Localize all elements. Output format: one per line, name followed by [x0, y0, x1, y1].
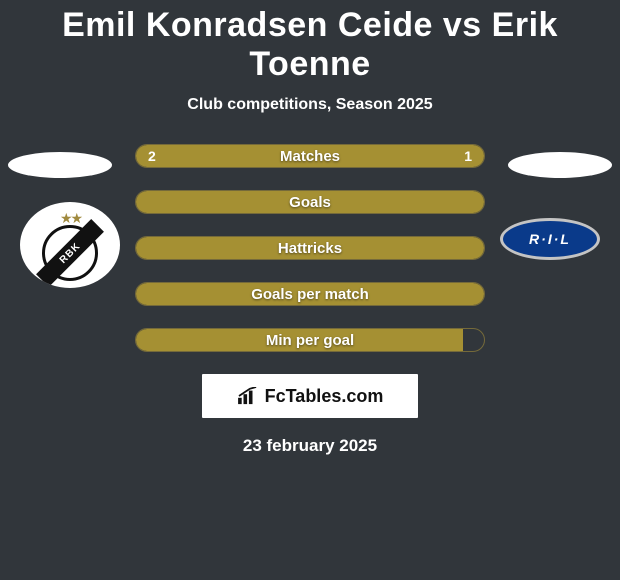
stat-row: Goals per match: [135, 282, 485, 306]
stat-value-right: 1: [464, 145, 472, 167]
source-logo: FcTables.com: [202, 374, 418, 418]
stat-row: Matches2 1: [135, 144, 485, 168]
stat-value-left: 2: [148, 145, 156, 167]
right-club-crest: R·I·L: [500, 218, 600, 260]
stat-bar-track: Matches2 1: [135, 144, 485, 168]
stat-bars: Matches2 1 Goals Hattricks Goals per match Mi…: [135, 144, 485, 352]
date-text: 23 february 2025: [0, 436, 620, 456]
stat-label: Matches: [136, 145, 484, 167]
stat-row: Goals: [135, 190, 485, 214]
stat-bar-track: Goals per match: [135, 282, 485, 306]
left-player-marker: [8, 152, 112, 178]
source-logo-text: FcTables.com: [265, 386, 384, 407]
stat-label: Goals per match: [136, 283, 484, 305]
chart-icon: [237, 387, 259, 405]
left-club-crest: ★ ★ RBK: [20, 202, 120, 288]
crest-stars-icon: ★ ★: [60, 210, 80, 227]
stat-label: Hattricks: [136, 237, 484, 259]
subtitle: Club competitions, Season 2025: [0, 96, 620, 114]
right-player-marker: [508, 152, 612, 178]
page-title: Emil Konradsen Ceide vs Erik Toenne: [0, 0, 620, 84]
stat-row: Hattricks: [135, 236, 485, 260]
rbk-badge: RBK: [42, 225, 98, 281]
stat-bar-track: Hattricks: [135, 236, 485, 260]
rbk-badge-text: RBK: [36, 219, 104, 287]
ril-badge-text: R·I·L: [529, 231, 571, 247]
stat-bar-track: Min per goal: [135, 328, 485, 352]
stat-label: Min per goal: [136, 329, 484, 351]
stat-bar-track: Goals: [135, 190, 485, 214]
stat-label: Goals: [136, 191, 484, 213]
stat-row: Min per goal: [135, 328, 485, 352]
comparison-content: ★ ★ RBK R·I·L Matches2 1 Goals Hattricks Goa…: [0, 144, 620, 456]
